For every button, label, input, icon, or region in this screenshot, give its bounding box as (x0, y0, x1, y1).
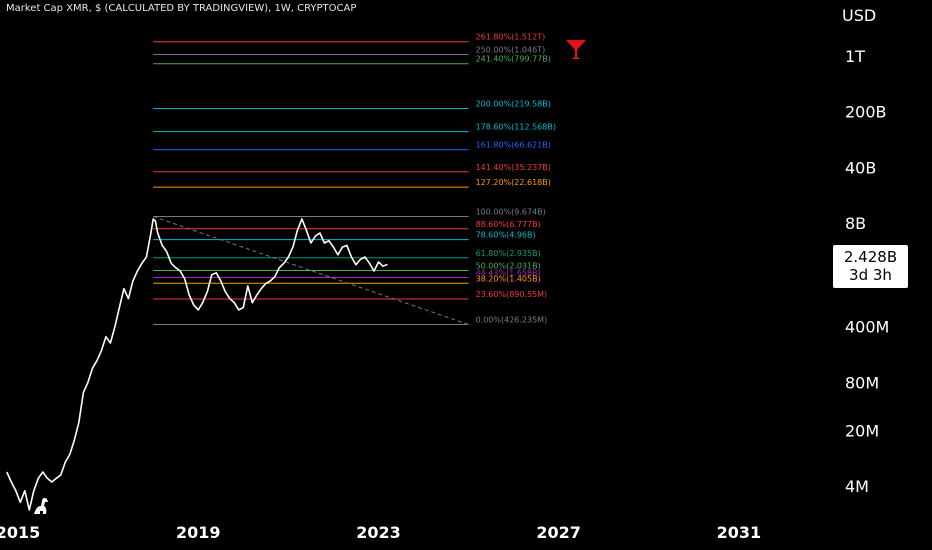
y-tick-label: 4M (845, 477, 869, 496)
fib-level-label: 44.43%(1.658B) (476, 269, 541, 278)
fib-level-label: 0.00%(426.235M) (476, 316, 548, 325)
fib-level-label: 38.20%(1.405B) (476, 274, 541, 283)
fibonacci-levels: 0.00%(426.235M) 23.60%(890.55M) 38.20%(1.4… (153, 33, 556, 326)
y-tick-label: 1T (845, 47, 865, 66)
fib-level-label: 141.40%(35.237B) (476, 163, 551, 172)
y-tick-label: 40B (845, 158, 876, 177)
y-tick-label: 200B (845, 103, 887, 122)
y-tick-label: 8B (845, 214, 866, 233)
chart-title: Market Cap XMR, $ (CALCULATED BY TRADING… (6, 3, 357, 14)
fib-level-label: 127.20%(22.618B) (476, 178, 551, 187)
price-line (6, 218, 388, 511)
bar-countdown: 3d 3h (849, 266, 892, 284)
fib-level-label: 178.60%(112.568B) (476, 123, 556, 132)
fib-level-label: 23.60%(890.55M) (476, 290, 548, 299)
x-tick-label: 2027 (536, 523, 581, 542)
fib-level-label: 100.00%(9.674B) (476, 207, 546, 216)
y-tick-label: 20M (845, 421, 879, 440)
price-series (6, 218, 388, 511)
cocktail-glass-icon (566, 40, 586, 59)
fib-level-label: 50.00%(2.031B) (476, 262, 541, 271)
y-tick-label: 400M (845, 318, 889, 337)
x-tick-label: 2023 (356, 523, 401, 542)
fib-level-label: 88.60%(6.777B) (476, 220, 541, 229)
currency-label: USD (842, 6, 876, 25)
fib-level-label: 250.00%(1.046T) (476, 45, 546, 54)
fib-level-label: 78.60%(4.96B) (476, 231, 536, 240)
y-axis[interactable]: 1T 200B 40B 8B 400M 80M 20M 4M (845, 47, 889, 496)
fib-level-label: 161.80%(66.621B) (476, 141, 551, 150)
x-tick-label: 2031 (717, 523, 762, 542)
current-price-value: 2.428B (843, 248, 898, 266)
y-tick-label: 80M (845, 373, 879, 392)
fib-level-label: 241.40%(799.77B) (476, 55, 551, 64)
fib-level-label: 61.80%(2.935B) (476, 249, 541, 258)
fib-level-label: 200.00%(219.58B) (476, 99, 551, 108)
current-price-badge: 2.428B 3d 3h (833, 245, 908, 288)
x-tick-label: 2015 (0, 523, 40, 542)
fib-level-label: 261.80%(1.512T) (476, 33, 546, 42)
x-tick-label: 2019 (176, 523, 221, 542)
x-axis[interactable]: 2015 2019 2023 2027 2031 (0, 523, 761, 542)
dinosaur-icon (34, 497, 48, 514)
